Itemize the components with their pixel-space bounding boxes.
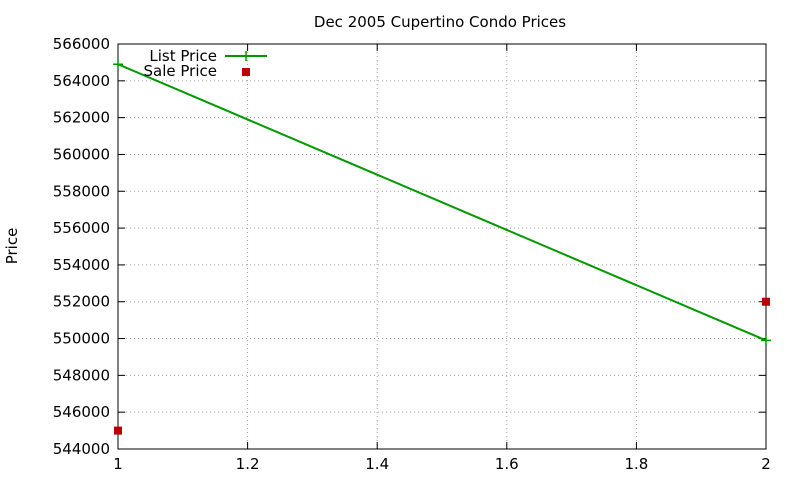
tick-layer: 544000 546000 548000 550000 552000 554000 5560… xyxy=(53,35,771,473)
chart-title: Dec 2005 Cupertino Condo Prices xyxy=(314,13,566,31)
y-tick-label: 560000 xyxy=(53,145,110,163)
x-tick-label: 1.2 xyxy=(236,455,260,473)
y-tick-label: 548000 xyxy=(53,366,110,384)
list-price-marker xyxy=(761,335,771,346)
legend-label-sale-price: Sale Price xyxy=(144,62,217,80)
y-tick-label: 546000 xyxy=(53,403,110,421)
x-tick-label: 1.4 xyxy=(365,455,389,473)
y-tick-label: 544000 xyxy=(53,440,110,458)
x-tick-label: 1 xyxy=(113,455,123,473)
y-tick-label: 552000 xyxy=(53,293,110,311)
series-layer xyxy=(113,59,771,435)
x-tick-label: 2 xyxy=(761,455,771,473)
legend-swatch-sale-price xyxy=(242,68,250,76)
y-tick-label: 554000 xyxy=(53,256,110,274)
y-tick-label: 566000 xyxy=(53,35,110,53)
sale-price-marker xyxy=(762,297,770,306)
x-tick-label: 1.8 xyxy=(624,455,648,473)
sale-price-marker xyxy=(114,426,122,435)
y-tick-label: 556000 xyxy=(53,219,110,237)
y-tick-label: 558000 xyxy=(53,182,110,200)
plot-frame xyxy=(117,43,767,450)
y-tick-label: 550000 xyxy=(53,330,110,348)
x-tick-label: 1.6 xyxy=(495,455,519,473)
list-price-line xyxy=(117,63,767,342)
grid-layer xyxy=(118,44,766,449)
y-tick-label: 564000 xyxy=(53,72,110,90)
y-tick-label: 562000 xyxy=(53,109,110,127)
legend-label-list-price: List Price xyxy=(149,47,217,65)
legend-marker-list-price xyxy=(241,51,251,61)
y-axis-label: Price xyxy=(3,228,21,265)
list-price-marker xyxy=(113,59,123,70)
